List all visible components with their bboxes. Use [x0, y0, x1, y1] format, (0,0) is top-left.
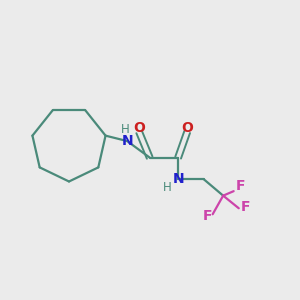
Text: F: F: [202, 209, 212, 223]
Text: O: O: [181, 122, 193, 136]
Text: F: F: [236, 179, 245, 193]
Text: H: H: [162, 181, 171, 194]
Text: H: H: [121, 124, 130, 136]
Text: N: N: [121, 134, 133, 148]
Text: N: N: [172, 172, 184, 186]
Text: O: O: [133, 122, 145, 136]
Text: F: F: [241, 200, 250, 214]
